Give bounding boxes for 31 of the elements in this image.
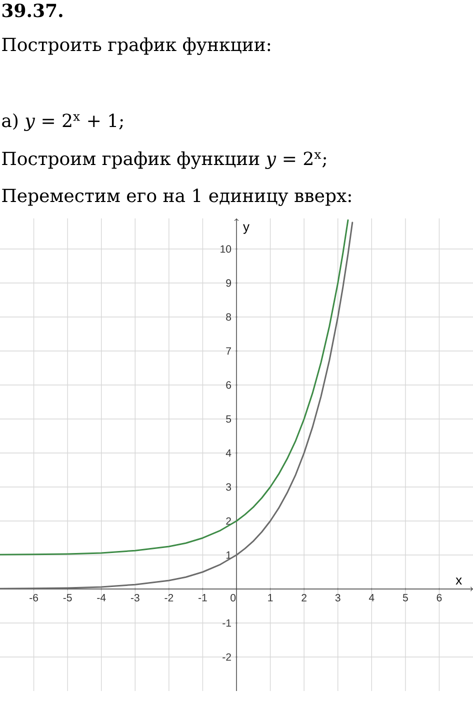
text: Переместим его на 1 единицу вверх:	[2, 188, 351, 206]
x-tick-label: -3	[130, 594, 140, 602]
y-tick-label: 7	[226, 347, 231, 355]
y-tick-label: 10	[220, 245, 232, 253]
chart-title: 39.37.	[2, 4, 62, 18]
text: Построим график функции y = 2$^{x}$;	[2, 151, 326, 169]
y-tick-label: 5	[226, 415, 232, 423]
x-tick-label: 4	[368, 594, 374, 602]
y-tick-label: -1	[222, 619, 231, 627]
x-tick-label: 1	[268, 594, 273, 602]
x-tick-label: -6	[30, 594, 38, 602]
x-tick-label: 6	[436, 594, 442, 602]
y-tick-label: -2	[222, 653, 231, 661]
x-tick-label: -2	[164, 594, 174, 602]
x-tick-label: -4	[97, 594, 106, 602]
x-axis-title: x	[456, 578, 462, 584]
x-tick-label: 3	[335, 594, 340, 602]
x-tick-label: -1	[198, 594, 207, 602]
text: а) y = 2$^{x}$ + 1;	[2, 113, 123, 131]
y-tick-label: 6	[226, 381, 232, 389]
y-tick-label: 8	[226, 313, 232, 321]
x-tick-label: 2	[302, 594, 306, 602]
y-axis-title: y	[243, 224, 250, 234]
y-tick-label: 3	[226, 483, 232, 491]
x-tick-label: 5	[402, 594, 408, 602]
y-tick-label: 4	[226, 449, 232, 457]
x-tick-label: -5	[63, 594, 72, 602]
chart-subtitle: Построить график функции:	[2, 37, 270, 55]
y-tick-label: 9	[226, 279, 231, 287]
x-tick-label: 0	[230, 594, 236, 602]
y-tick-label: 2	[226, 517, 231, 525]
